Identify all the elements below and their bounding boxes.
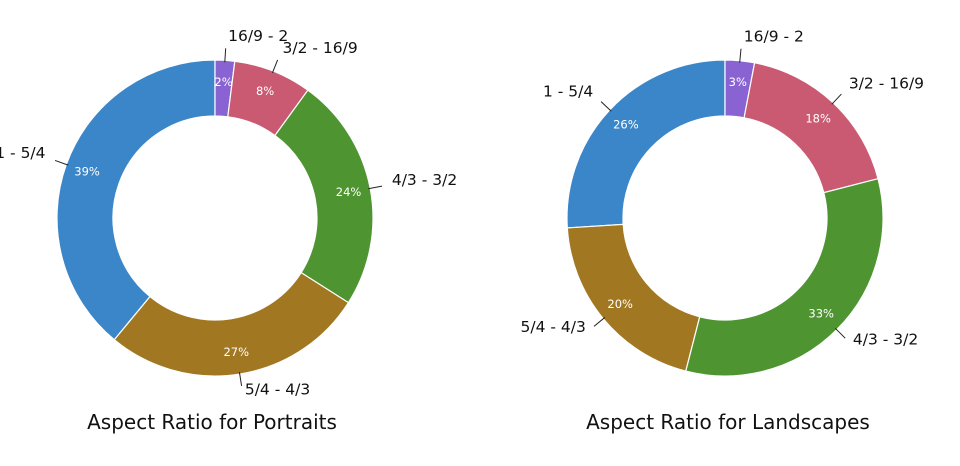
leader-line-4-3-3-2	[834, 327, 846, 339]
leader-line-1-5-4	[54, 159, 69, 166]
category-label-1-5-4: 1 - 5/4	[0, 144, 46, 162]
donut-chart-1: 26% 1 - 5/4 3% 16/9 - 2 18% 3/2 - 16/9 33% 4/3 …	[521, 27, 924, 377]
percent-label-3-2-16-9: 18%	[805, 111, 831, 125]
category-label-3-2-16-9: 3/2 - 16/9	[283, 39, 358, 57]
leader-line-5-4-4-3	[238, 372, 243, 386]
percent-label-16-9-2: 2%	[214, 75, 232, 89]
percent-label-16-9-2: 3%	[729, 75, 747, 89]
slice-4-3-3-2	[684, 177, 884, 377]
slice-1-5-4	[566, 59, 726, 229]
category-label-16-9-2: 16/9 - 2	[228, 27, 288, 45]
category-label-5-4-4-3: 5/4 - 4/3	[521, 318, 586, 336]
slice-5-4-4-3	[566, 223, 701, 372]
category-label-3-2-16-9: 3/2 - 16/9	[849, 75, 924, 93]
landscapes-chart-title: Aspect Ratio for Landscapes	[586, 410, 870, 434]
leader-line-16-9-2	[739, 48, 742, 63]
percent-label-1-5-4: 39%	[74, 164, 100, 178]
portraits-chart-title: Aspect Ratio for Portraits	[87, 410, 337, 434]
leader-line-1-5-4	[600, 101, 612, 112]
leader-line-4-3-3-2	[368, 185, 383, 190]
percent-label-5-4-4-3: 20%	[607, 297, 633, 311]
category-label-5-4-4-3: 5/4 - 4/3	[245, 380, 310, 398]
percent-label-3-2-16-9: 8%	[256, 84, 274, 98]
category-label-1-5-4: 1 - 5/4	[543, 83, 593, 101]
slice-1-5-4	[56, 59, 216, 341]
leader-line-5-4-4-3	[593, 317, 606, 327]
category-label-4-3-3-2: 4/3 - 3/2	[392, 171, 457, 189]
donut-chart-0: 39% 1 - 5/4 2% 16/9 - 2 8% 3/2 - 16/9 24% 4/3 -…	[0, 27, 457, 398]
leader-line-3-2-16-9	[271, 59, 279, 74]
percent-label-4-3-3-2: 33%	[808, 307, 834, 321]
category-label-16-9-2: 16/9 - 2	[744, 27, 804, 45]
leader-line-3-2-16-9	[831, 93, 842, 105]
leader-line-16-9-2	[224, 48, 227, 63]
category-label-4-3-3-2: 4/3 - 3/2	[853, 330, 918, 348]
slice-5-4-4-3	[113, 271, 350, 377]
percent-label-5-4-4-3: 27%	[223, 345, 249, 359]
percent-label-1-5-4: 26%	[613, 117, 639, 131]
percent-label-4-3-3-2: 24%	[336, 185, 362, 199]
